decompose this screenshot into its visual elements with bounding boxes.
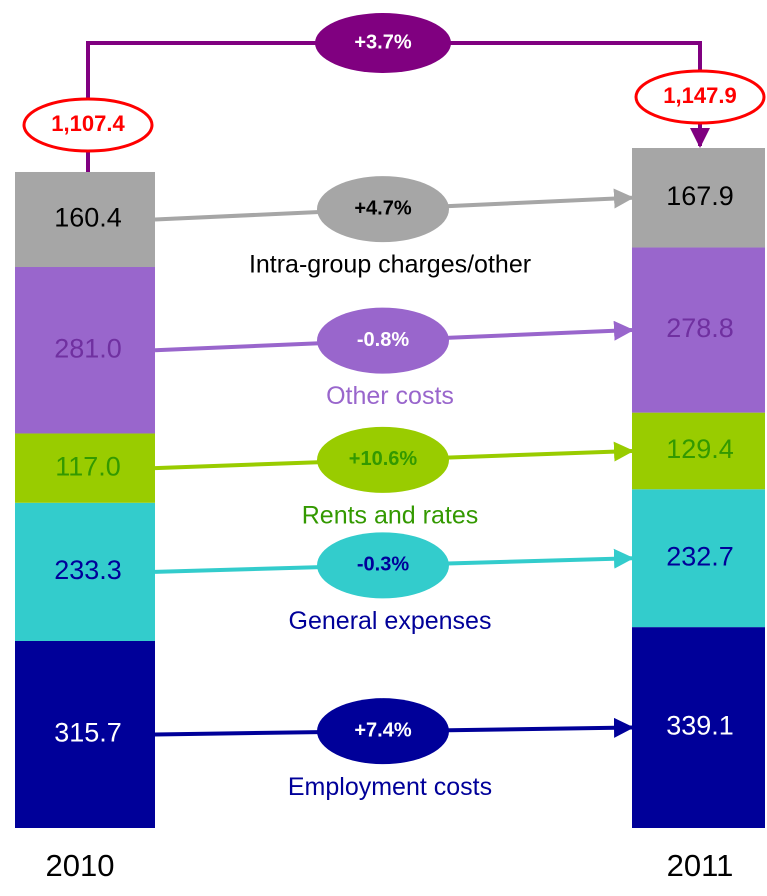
x-tick-label: 2011 [667,848,734,883]
change-badge [315,13,451,73]
value-label: 339.1 [666,711,734,741]
bar-segment [15,433,155,503]
total-label: 1,107.4 [51,111,125,136]
bar-segment [632,412,765,490]
total-badge [22,97,154,153]
x-tick-label: 2010 [46,848,115,883]
change-label: -0.8% [357,329,409,351]
legend-label: Intra-group charges/other [249,251,531,279]
value-label: 278.8 [666,313,734,343]
change-badge [317,698,449,765]
total-badge [634,69,766,125]
change-label: +7.4% [354,719,411,741]
legend-label: Rents and rates [302,502,479,530]
bar-segment [632,489,765,628]
change-badge [317,176,449,243]
bar-segment [15,640,155,828]
bar-segment [632,247,765,413]
change-label: -0.3% [357,554,409,576]
value-label: 232.7 [666,541,734,571]
change-badge [317,307,449,374]
change-label: +3.7% [354,31,411,53]
value-label: 233.3 [54,555,122,585]
total-label: 1,147.9 [663,83,736,108]
bar-segment [632,627,765,828]
change-label: +4.7% [354,197,411,219]
change-badge [317,426,449,493]
value-label: 129.4 [666,434,734,464]
value-label: 117.0 [55,451,121,481]
bar-segment [15,171,155,268]
change-badge [317,532,449,599]
legend-label: Employment costs [288,773,492,801]
value-label: 281.0 [54,333,122,363]
legend-label: Other costs [326,382,454,410]
bar-segment [632,148,765,248]
value-label: 167.9 [666,181,734,211]
bar-segment [15,502,155,641]
value-label: 315.7 [54,718,122,748]
change-label: +10.6% [349,448,418,470]
value-label: 160.4 [54,203,122,233]
bar-segment [15,267,155,434]
legend-label: General expenses [289,607,492,635]
